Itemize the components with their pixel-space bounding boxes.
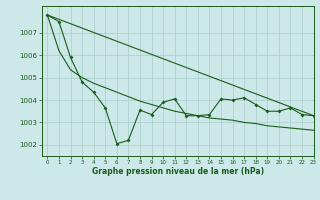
X-axis label: Graphe pression niveau de la mer (hPa): Graphe pression niveau de la mer (hPa) [92, 167, 264, 176]
